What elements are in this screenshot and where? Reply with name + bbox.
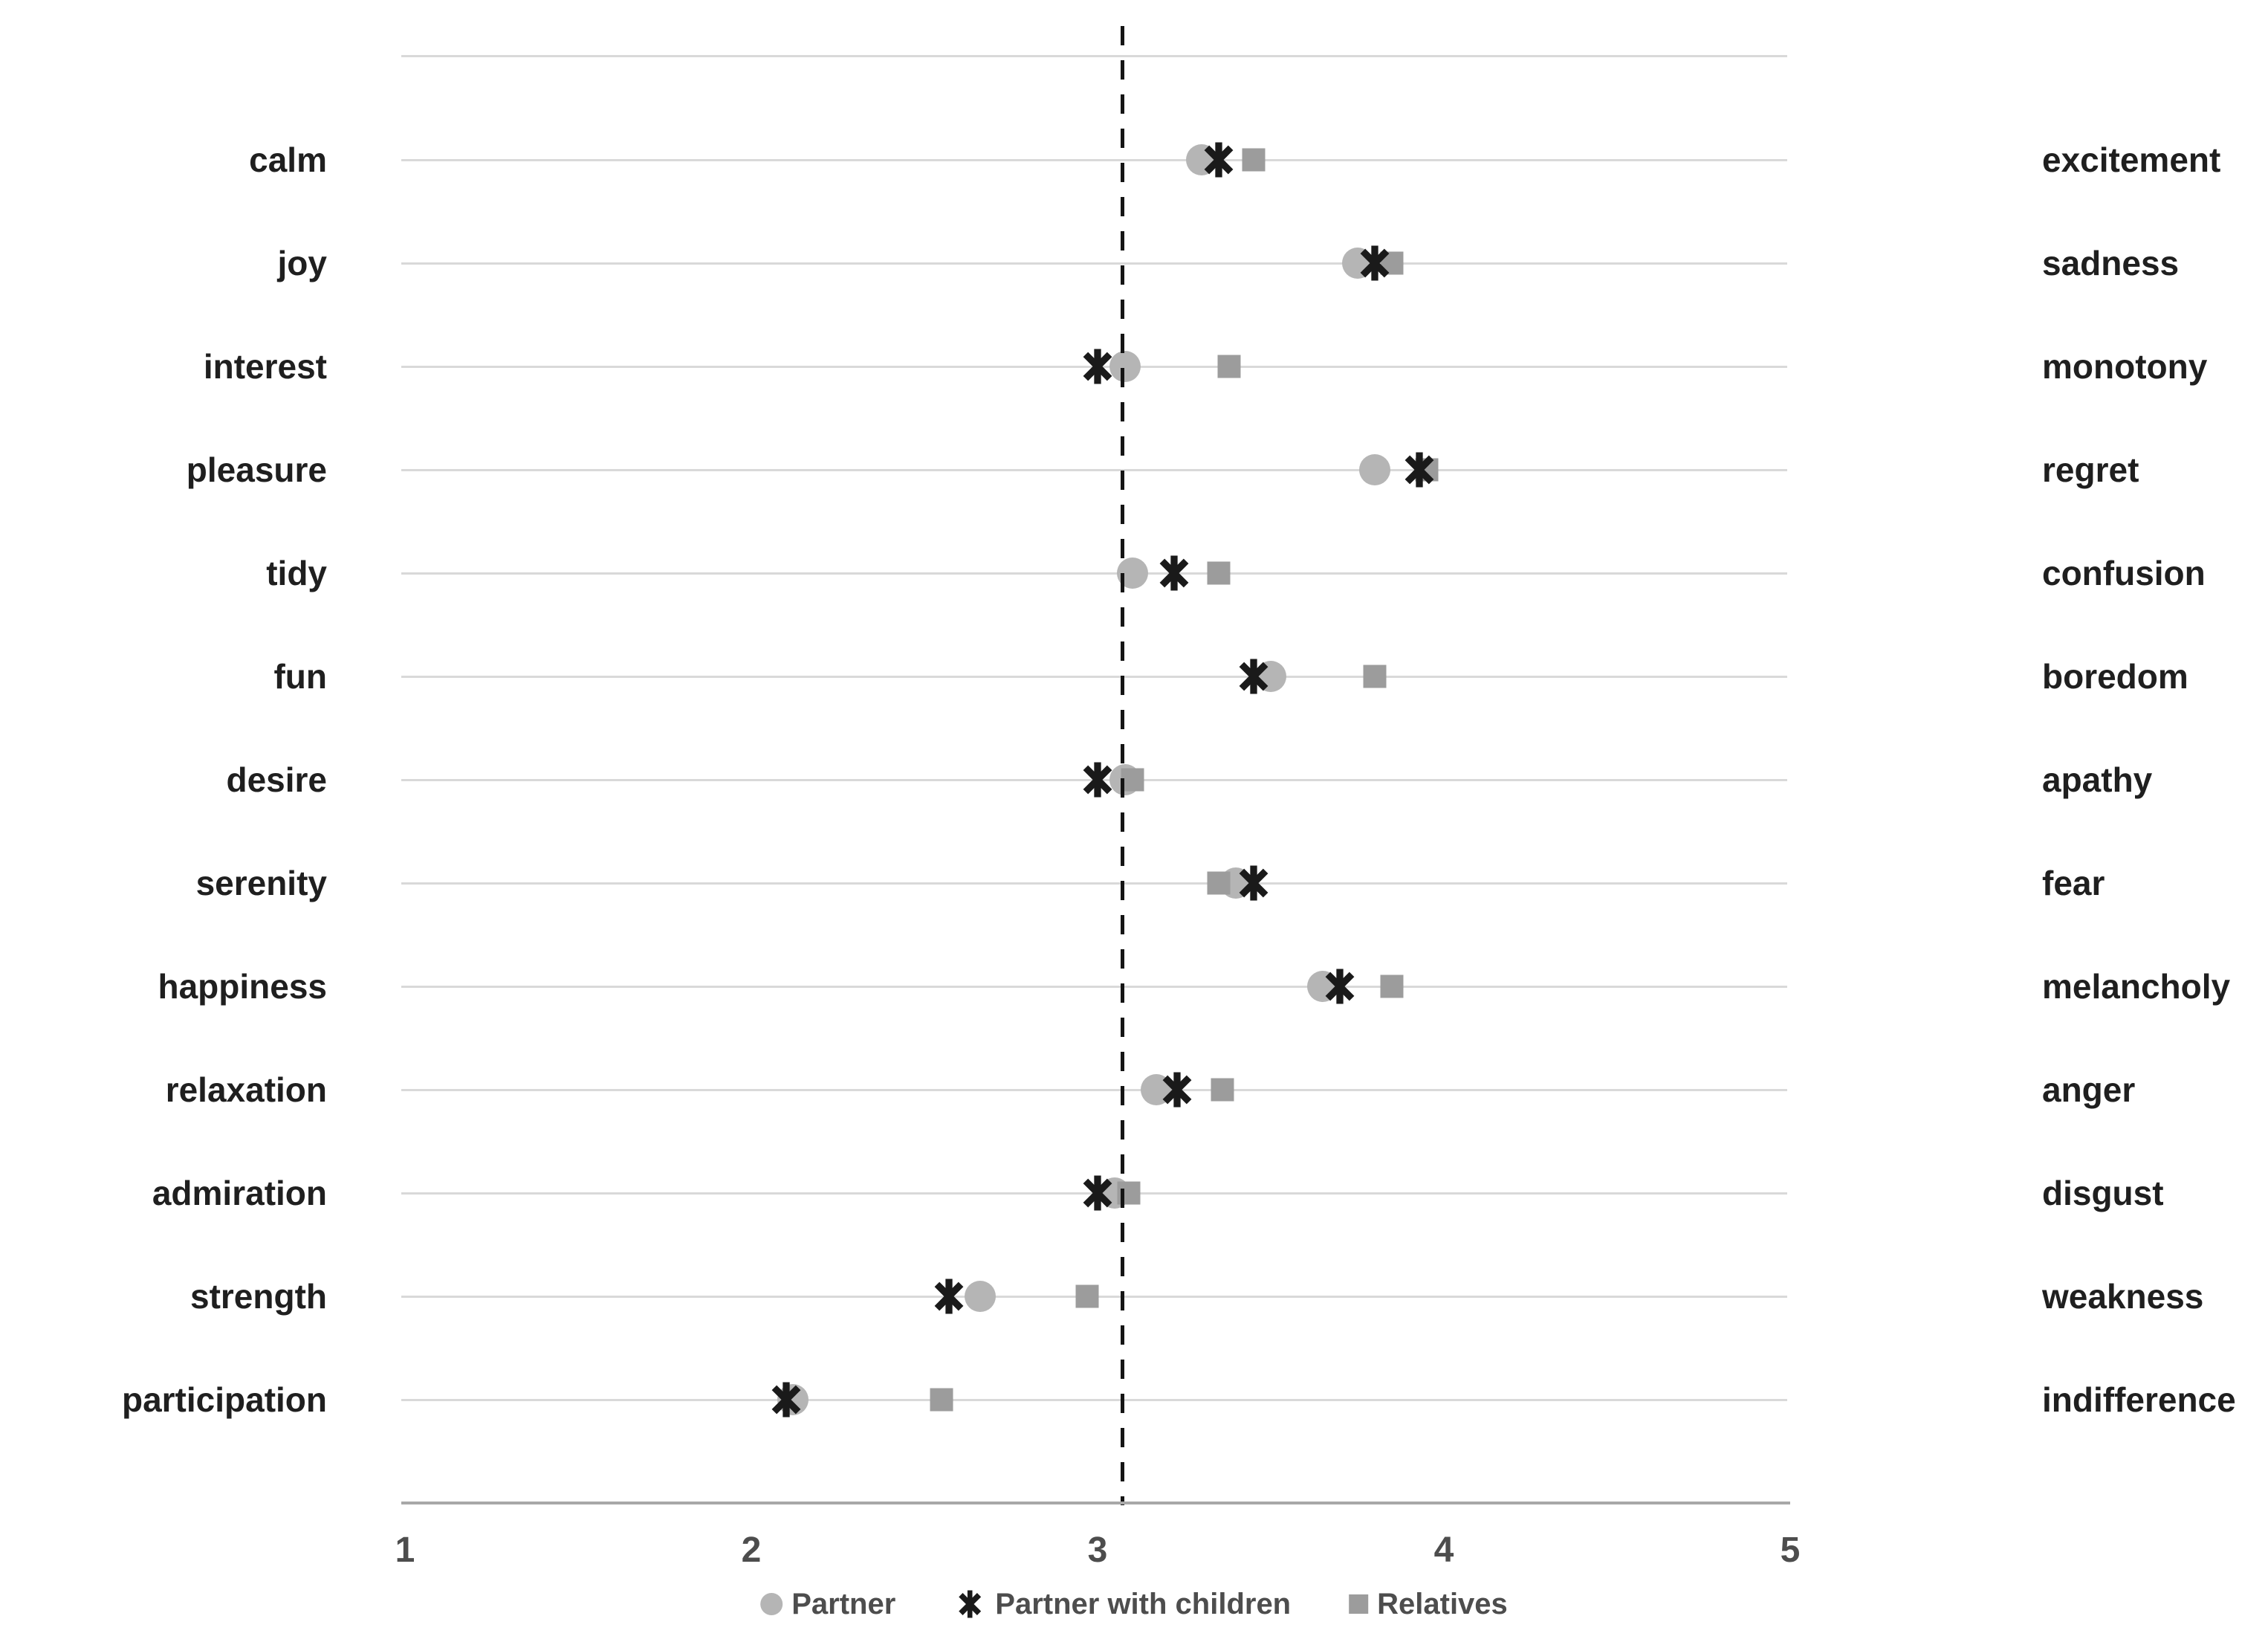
left-label-interest: interest [203, 347, 327, 386]
x-tick-4: 4 [1433, 1531, 1454, 1570]
legend-item-partner-with-children: Partner with children [953, 1588, 1291, 1620]
marker-partner-with-children-admiration [1083, 1175, 1112, 1211]
right-label-excitement: excitement [2042, 140, 2221, 179]
right-label-apathy: apathy [2042, 760, 2153, 799]
left-label-calm: calm [249, 140, 327, 179]
marker-partner-with-children-tidy [1159, 555, 1188, 591]
left-label-happiness: happiness [158, 967, 327, 1006]
marker-relatives-participation [930, 1388, 953, 1412]
legend-label-partner-with-children: Partner with children [995, 1588, 1292, 1620]
x-tick-5: 5 [1780, 1531, 1801, 1570]
marker-relatives-interest [1217, 355, 1241, 378]
legend-item-partner: Partner [760, 1589, 895, 1619]
left-label-tidy: tidy [266, 554, 327, 592]
marker-partner-with-children-calm [1204, 142, 1234, 178]
x-tick-2: 2 [741, 1531, 762, 1570]
row-gridline-tidy [401, 572, 1787, 575]
row-gridline-calm [401, 159, 1787, 161]
marker-relatives-strength [1075, 1284, 1099, 1308]
x-axis-line [401, 1502, 1790, 1504]
gridline-top [401, 55, 1787, 57]
legend-item-relatives: Relatives [1349, 1589, 1508, 1619]
right-label-anger: anger [2042, 1070, 2136, 1109]
marker-partner-with-children-pleasure [1404, 452, 1434, 488]
row-gridline-fun [401, 676, 1787, 678]
left-label-relaxation: relaxation [165, 1070, 327, 1109]
marker-partner-pleasure [1358, 454, 1390, 485]
row-gridline-pleasure [401, 469, 1787, 471]
marker-partner-interest [1109, 351, 1141, 382]
marker-relatives-tidy [1207, 561, 1231, 585]
left-label-pleasure: pleasure [186, 450, 327, 489]
x-tick-3: 3 [1087, 1531, 1108, 1570]
marker-partner-with-children-happiness [1325, 969, 1355, 1004]
marker-relatives-serenity [1207, 871, 1231, 895]
row-gridline-relaxation [401, 1089, 1787, 1091]
marker-partner-with-children-interest [1083, 349, 1112, 384]
right-label-sadness: sadness [2042, 244, 2180, 282]
marker-relatives-happiness [1380, 974, 1404, 998]
marker-partner-with-children-strength [934, 1279, 964, 1314]
left-label-admiration: admiration [152, 1174, 327, 1212]
left-label-desire: desire [226, 760, 327, 799]
row-gridline-serenity [401, 882, 1787, 885]
marker-relatives-fun [1363, 665, 1387, 688]
marker-partner-with-children-serenity [1239, 865, 1269, 901]
x-tick-1: 1 [395, 1531, 415, 1570]
row-gridline-happiness [401, 986, 1787, 988]
right-label-regret: regret [2042, 450, 2139, 489]
marker-partner-strength [964, 1281, 996, 1312]
right-label-boredom: boredom [2042, 657, 2188, 696]
relatives-square-icon [1349, 1594, 1369, 1614]
marker-partner-with-children-participation [771, 1382, 801, 1418]
left-label-serenity: serenity [195, 864, 327, 902]
left-label-strength: strength [190, 1277, 327, 1316]
right-label-monotony: monotony [2042, 347, 2208, 386]
row-gridline-joy [401, 262, 1787, 265]
right-label-indifference: indifference [2042, 1380, 2236, 1419]
partner-with-children-star-icon [959, 1590, 982, 1618]
marker-partner-with-children-joy [1360, 245, 1390, 281]
right-label-fear: fear [2042, 864, 2105, 902]
marker-relatives-relaxation [1211, 1078, 1234, 1102]
left-label-participation: participation [121, 1380, 327, 1419]
marker-partner-with-children-fun [1239, 659, 1269, 694]
left-label-fun: fun [273, 657, 327, 696]
marker-partner-with-children-desire [1083, 762, 1112, 798]
midline-dashed [1120, 26, 1124, 1505]
right-label-melancholy: melancholy [2042, 967, 2231, 1006]
right-label-disgust: disgust [2042, 1174, 2164, 1212]
marker-relatives-desire [1121, 768, 1144, 792]
right-label-confusion: confusion [2042, 554, 2206, 592]
legend-label-relatives: Relatives [1377, 1588, 1508, 1620]
left-label-joy: joy [277, 244, 327, 282]
row-gridline-participation [401, 1399, 1787, 1401]
partner-circle-icon [760, 1593, 783, 1615]
right-label-weakness: weakness [2042, 1277, 2204, 1316]
marker-relatives-calm [1242, 148, 1266, 172]
legend-label-partner: Partner [791, 1588, 896, 1620]
marker-partner-with-children-relaxation [1162, 1072, 1192, 1108]
legend: Partner Partner with children Relatives [760, 1588, 1508, 1620]
